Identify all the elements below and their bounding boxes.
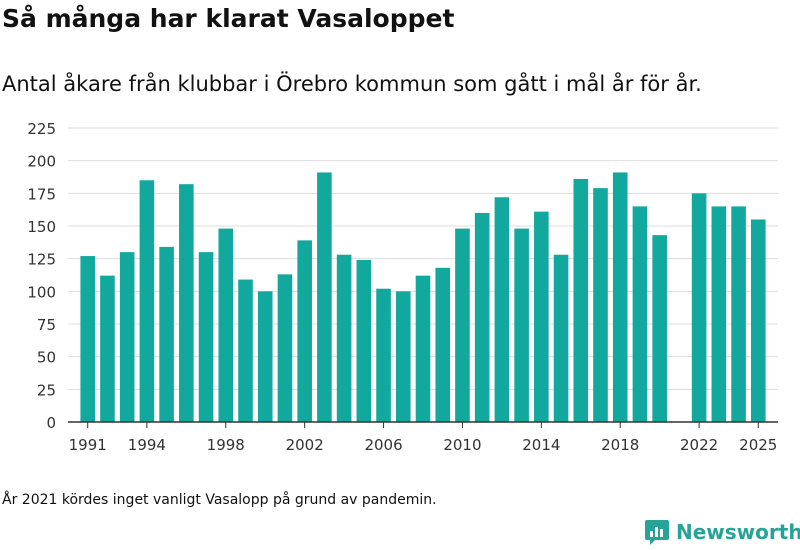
bar-2007	[395, 291, 411, 422]
bar-1999	[238, 279, 253, 422]
y-tick-label: 225	[27, 120, 56, 138]
x-tick-label: 2018	[601, 436, 639, 454]
bar-2009	[435, 267, 451, 422]
bar-1991	[80, 256, 96, 422]
x-tick-label: 1991	[69, 436, 107, 454]
newsworthy-logo: Newsworthy	[644, 518, 800, 546]
bar-2020	[652, 235, 667, 422]
bar-1994	[139, 180, 155, 422]
x-tick-label: 1994	[128, 436, 166, 454]
footnote: År 2021 kördes inget vanligt Vasalopp på…	[2, 492, 437, 508]
x-tick-label: 2010	[443, 436, 481, 454]
bar-2012	[494, 197, 510, 422]
bar-2011	[474, 212, 490, 422]
y-tick-label: 75	[37, 316, 56, 334]
bar-1998	[218, 228, 234, 422]
y-tick-label: 125	[27, 251, 56, 269]
x-tick-label: 2022	[680, 436, 718, 454]
bar-2003	[317, 172, 332, 422]
brand-name: Newsworthy	[676, 520, 800, 544]
y-tick-label: 200	[27, 153, 56, 171]
bar-2010	[455, 228, 470, 422]
x-tick-label: 1998	[207, 436, 245, 454]
bar-2025	[750, 219, 766, 422]
bar-1992	[100, 275, 115, 422]
chart-subtitle: Antal åkare från klubbar i Örebro kommun…	[2, 72, 702, 96]
bar-2024	[731, 206, 746, 422]
bar-2005	[356, 259, 372, 422]
x-tick-label: 2006	[364, 436, 402, 454]
bar-chart: 0 25 50 75 100 125 150 175 200 225 1991 1994 1998 200…	[27, 120, 778, 454]
bar-2014	[534, 211, 549, 422]
bar-2006	[376, 288, 391, 422]
y-tick-label: 150	[27, 218, 56, 236]
bar-1993	[119, 252, 135, 422]
bar-2017	[593, 188, 608, 422]
bar-2002	[297, 240, 312, 422]
bar-1996	[179, 184, 194, 422]
bar-2001	[277, 274, 293, 422]
y-tick-label: 175	[27, 185, 56, 203]
y-tick-label: 100	[27, 283, 56, 301]
newsworthy-icon	[645, 520, 669, 545]
bar-2004	[336, 254, 352, 422]
bar-1997	[198, 252, 214, 422]
bar-2018	[612, 172, 628, 422]
bar-2008	[415, 275, 431, 422]
x-tick-label: 2002	[286, 436, 324, 454]
bar-2015	[553, 254, 569, 422]
bar-2000	[257, 291, 273, 422]
bar-2013	[514, 228, 529, 422]
x-tick-label: 2014	[522, 436, 560, 454]
y-tick-label: 25	[37, 381, 56, 399]
y-tick-label: 50	[37, 349, 56, 367]
bar-2023	[711, 206, 727, 422]
x-tick-label: 2025	[739, 436, 777, 454]
y-tick-label: 0	[46, 414, 56, 432]
bar-2019	[632, 206, 648, 422]
chart-title: Så många har klarat Vasaloppet	[2, 4, 455, 33]
bar-1995	[159, 246, 174, 422]
bar-2022	[691, 193, 707, 422]
bar-2016	[573, 178, 589, 422]
